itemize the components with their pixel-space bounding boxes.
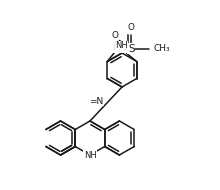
- Text: S: S: [128, 44, 135, 54]
- Text: O: O: [128, 24, 135, 32]
- Text: CH₃: CH₃: [153, 44, 170, 53]
- Text: NH: NH: [115, 41, 128, 51]
- Text: NH: NH: [113, 44, 126, 52]
- Text: NH: NH: [84, 150, 96, 159]
- Text: O: O: [111, 31, 118, 40]
- Text: =N: =N: [89, 97, 104, 106]
